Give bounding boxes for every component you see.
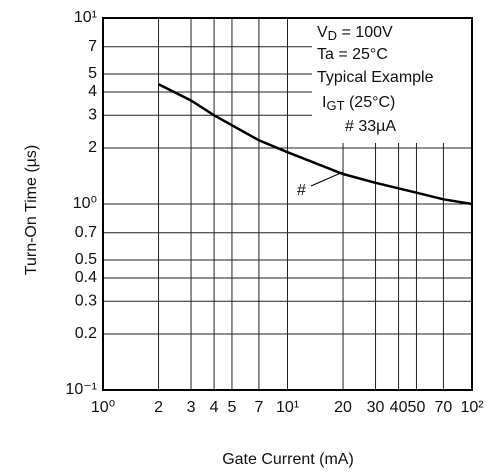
x-tick-label: 20	[334, 399, 352, 416]
x-axis-label: Gate Current (mA)	[222, 451, 354, 468]
x-tick-label: 4	[210, 399, 219, 416]
annotation-box	[312, 19, 471, 143]
y-tick-label: 10⁻¹	[65, 381, 97, 398]
annotation-subscript: D	[328, 28, 337, 43]
annotation: # 33µA	[345, 118, 396, 135]
y-axis-label: Turn-On Time (µs)	[23, 145, 40, 275]
x-tick-label: 2	[154, 399, 163, 416]
y-tick-label: 0.5	[75, 251, 97, 268]
y-tick-label: 0.3	[75, 292, 97, 309]
annotation-text: Ta = 25°C	[317, 46, 388, 63]
y-tick-label: 2	[88, 139, 97, 156]
annotation-text: (25°C)	[345, 94, 396, 111]
y-tick-label: 0.7	[75, 224, 97, 241]
annotation-text: Typical Example	[317, 69, 434, 86]
y-tick-label: 5	[88, 65, 97, 82]
x-tick-label: 40	[390, 399, 408, 416]
x-tick-label: 7	[254, 399, 263, 416]
y-tick-label: 4	[88, 83, 97, 100]
x-tick-label: 70	[435, 399, 453, 416]
x-tick-label: 10²	[460, 399, 484, 416]
curve-label: #	[297, 182, 306, 199]
annotation-text: V	[317, 24, 328, 41]
x-tick-label: 5	[228, 399, 237, 416]
y-tick-label: 10¹	[74, 9, 97, 26]
pointer	[310, 171, 344, 187]
curve	[157, 83, 473, 206]
annotation: IGT (25°C)	[322, 94, 395, 113]
annotation: Ta = 25°C	[317, 46, 388, 63]
y-tick-label: 7	[88, 38, 97, 55]
y-tick-label: 3	[88, 106, 97, 123]
y-tick-label: 0.4	[75, 269, 97, 286]
annotation-text: = 100V	[337, 24, 393, 41]
annotation: Typical Example	[317, 69, 434, 86]
x-tick-label: 3	[187, 399, 196, 416]
annotation-subscript: GT	[326, 98, 344, 113]
annotation: VD = 100V	[317, 24, 393, 43]
y-tick-label: 0.2	[75, 325, 97, 342]
x-tick-label: 10¹	[276, 399, 299, 416]
annotation-text: I	[322, 94, 326, 111]
x-tick-label: 30	[367, 399, 385, 416]
x-tick-label: 50	[408, 399, 426, 416]
y-tick-label: 10⁰	[73, 195, 97, 212]
annotation-text: # 33µA	[345, 118, 396, 135]
x-tick-label: 10⁰	[91, 399, 115, 416]
